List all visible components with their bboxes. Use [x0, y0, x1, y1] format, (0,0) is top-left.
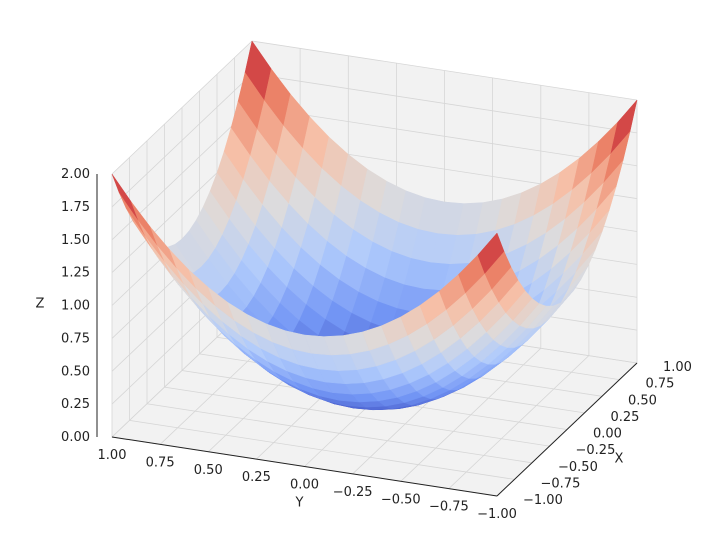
y-tick-label: −0.75 [429, 500, 469, 515]
x-axis-line [496, 362, 638, 497]
z-tick-label: 1.50 [61, 233, 90, 248]
tick-labels: −1.00−0.75−0.50−0.250.000.250.500.751.00… [61, 167, 692, 522]
y-tick-label: 0.50 [194, 463, 223, 478]
z-tick-label: 0.00 [61, 430, 90, 445]
z-tick-label: 0.75 [61, 331, 90, 346]
x-tick-label: 0.25 [611, 410, 640, 425]
z-tick-label: 1.25 [61, 266, 90, 281]
z-axis-label: Z [36, 297, 45, 312]
y-axis-line [111, 436, 498, 497]
z-tick-label: 0.50 [61, 364, 90, 379]
x-tick-label: 1.00 [663, 360, 692, 375]
z-tick-label: 2.00 [61, 167, 90, 182]
y-tick-label: 0.75 [146, 455, 175, 470]
x-tick-label: −0.50 [558, 460, 598, 475]
z-tick-label: 1.00 [61, 299, 90, 314]
y-tick-label: 1.00 [98, 448, 127, 463]
x-axis-label: X [615, 452, 624, 467]
y-tick-label: −1.00 [477, 507, 517, 522]
z-tick-label: 0.25 [61, 397, 90, 412]
x-tick-label: −0.75 [541, 476, 581, 491]
x-tick-label: 0.00 [593, 427, 622, 442]
surface-patch [477, 232, 505, 274]
y-tick-label: 0.00 [290, 478, 319, 493]
x-tick-label: −1.00 [523, 493, 563, 508]
y-tick-label: 0.25 [242, 470, 271, 485]
surface-mesh [111, 40, 638, 411]
x-tick-label: 0.50 [628, 393, 657, 408]
z-tick-label: 1.75 [61, 200, 90, 215]
y-tick-label: −0.50 [381, 492, 421, 507]
y-axis-label: Y [295, 496, 304, 511]
y-tick-label: −0.25 [333, 485, 373, 500]
x-tick-label: 0.75 [646, 377, 675, 392]
axis-lines [96, 174, 638, 497]
x-tick-label: −0.25 [576, 443, 616, 458]
